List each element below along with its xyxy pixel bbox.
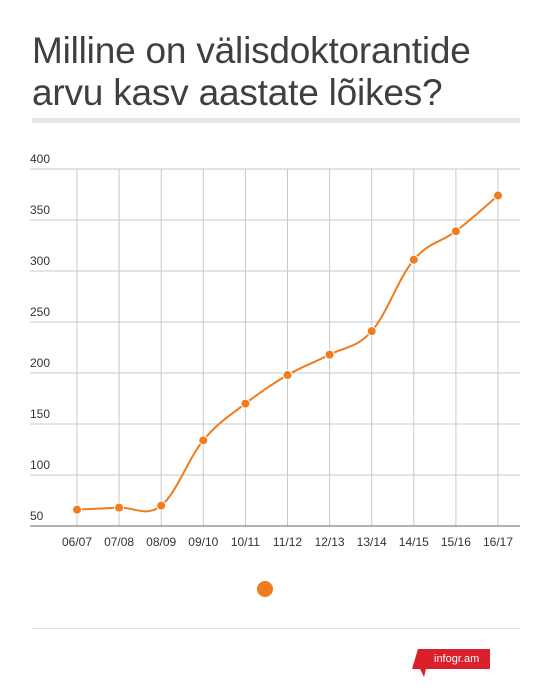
data-point bbox=[282, 370, 293, 381]
footer-divider bbox=[32, 628, 520, 629]
data-point bbox=[72, 504, 82, 515]
data-point bbox=[240, 398, 251, 409]
x-tick-label: 16/17 bbox=[483, 535, 513, 549]
data-point bbox=[450, 226, 461, 237]
data-point bbox=[114, 502, 125, 513]
brand-badge-icon bbox=[412, 649, 490, 677]
legend-series-marker[interactable] bbox=[257, 581, 273, 597]
y-tick-label: 150 bbox=[30, 407, 50, 421]
y-tick-label: 100 bbox=[30, 458, 50, 472]
y-tick-label: 300 bbox=[30, 254, 50, 268]
x-tick-label: 15/16 bbox=[441, 535, 471, 549]
data-point bbox=[493, 190, 503, 201]
y-tick-label: 350 bbox=[30, 203, 50, 217]
y-tick-label: 50 bbox=[30, 509, 44, 523]
data-point bbox=[324, 349, 335, 360]
x-tick-label: 09/10 bbox=[188, 535, 218, 549]
x-tick-label: 06/07 bbox=[62, 535, 92, 549]
x-tick-label: 10/11 bbox=[231, 535, 260, 549]
x-tick-label: 12/13 bbox=[315, 535, 345, 549]
data-point bbox=[198, 435, 209, 446]
y-tick-label: 400 bbox=[30, 152, 50, 166]
brand-label: infogr.am bbox=[434, 653, 480, 665]
title-divider bbox=[32, 118, 520, 123]
y-tick-label: 200 bbox=[30, 356, 50, 370]
data-point bbox=[408, 254, 419, 265]
x-tick-label: 14/15 bbox=[399, 535, 429, 549]
infogram-logo[interactable]: infogr.am bbox=[412, 649, 490, 677]
data-point bbox=[366, 326, 377, 337]
x-tick-label: 07/08 bbox=[104, 535, 134, 549]
x-tick-label: 11/12 bbox=[273, 535, 302, 549]
x-tick-label: 13/14 bbox=[357, 535, 387, 549]
chart-title: Milline on välisdoktorantide arvu kasv a… bbox=[32, 30, 471, 113]
data-point bbox=[156, 500, 167, 511]
x-tick-label: 08/09 bbox=[146, 535, 176, 549]
y-tick-label: 250 bbox=[30, 305, 50, 319]
